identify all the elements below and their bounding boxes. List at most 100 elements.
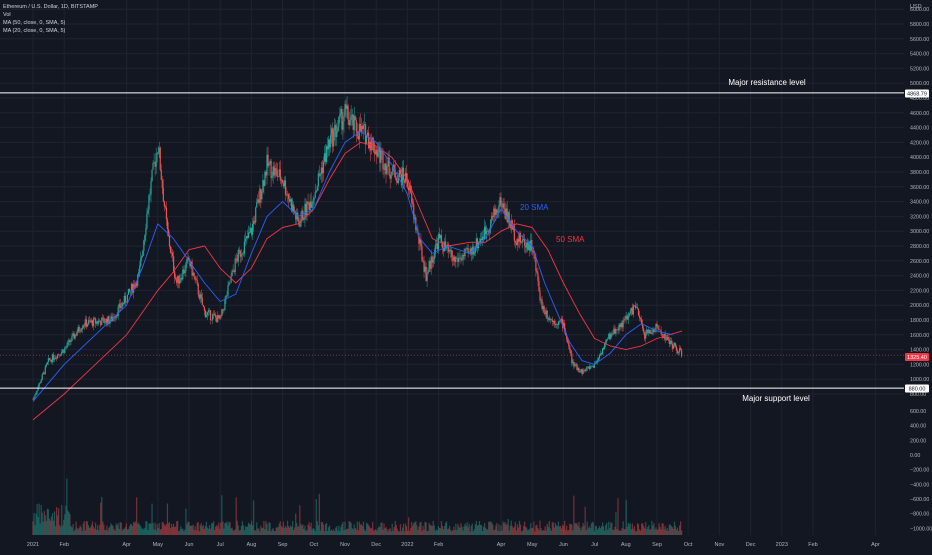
volume-bar <box>365 522 368 535</box>
candle-body <box>238 249 240 251</box>
volume-bar <box>420 521 422 535</box>
volume-bar <box>226 521 228 535</box>
volume-bar <box>544 526 546 535</box>
support-level-label: Major support level <box>742 394 810 403</box>
candle-body <box>377 152 379 157</box>
candle-body <box>310 201 312 208</box>
candle-body <box>338 116 340 127</box>
candle-body <box>248 232 251 234</box>
volume-bar <box>466 522 468 535</box>
candle-body <box>495 209 497 215</box>
candle-body <box>159 147 161 170</box>
volume-bar <box>592 522 594 535</box>
candle-body <box>593 363 595 368</box>
volume-bar <box>457 523 459 535</box>
volume-bar <box>309 526 311 535</box>
candle-body <box>375 149 377 155</box>
volume-bar <box>458 526 460 535</box>
candle-body <box>387 157 389 167</box>
volume-bar <box>91 521 94 535</box>
volume-bar <box>298 526 300 535</box>
candle-body <box>191 261 193 276</box>
candle-body <box>423 261 425 272</box>
candle-body <box>543 305 545 313</box>
candle-body <box>309 201 311 211</box>
candle-body <box>245 236 248 239</box>
candle-body <box>202 305 204 307</box>
volume-bar <box>444 522 447 535</box>
candle-body <box>104 322 106 324</box>
candle-body <box>541 299 543 310</box>
candle-body <box>363 124 366 126</box>
volume-bar <box>92 526 95 535</box>
candle-body <box>318 173 320 176</box>
sma50-line <box>32 141 683 421</box>
volume-bar <box>234 529 236 535</box>
volume-bar <box>556 526 559 535</box>
candle-body <box>260 188 262 200</box>
legend-ma50[interactable]: MA (50, close, 0, SMA, 5) <box>3 20 66 26</box>
volume-bar <box>130 524 133 535</box>
price-tick-label: 3200.00 <box>910 214 929 220</box>
volume-bar <box>526 527 528 535</box>
candle-body <box>366 132 369 136</box>
candle-body <box>494 208 496 215</box>
candle-body <box>210 319 213 321</box>
candle-body <box>467 248 469 253</box>
volume-bar <box>212 523 214 535</box>
volume-bar <box>560 528 563 535</box>
volume-bar <box>534 531 536 535</box>
volume-bar <box>64 514 66 535</box>
volume-bar <box>166 503 169 535</box>
candle-body <box>333 130 335 147</box>
candle-body <box>436 243 438 250</box>
price-tick-label: 800.00 <box>910 392 926 398</box>
volume-bar <box>671 527 673 535</box>
volume-bar <box>573 495 575 535</box>
candle-body <box>586 367 588 369</box>
volume-bar <box>335 527 337 535</box>
volume-bar <box>51 513 54 535</box>
price-tick-label: 1800.00 <box>910 318 929 324</box>
candle-body <box>181 278 183 280</box>
volume-bar <box>371 528 373 535</box>
time-tick-label: Oct <box>684 542 693 548</box>
volume-bar <box>644 528 646 535</box>
candle-body <box>229 282 231 284</box>
candle-body <box>382 152 384 170</box>
candle-body <box>547 318 549 319</box>
candle-body <box>348 119 350 126</box>
candle-body <box>556 324 559 326</box>
candle-body <box>573 361 575 367</box>
time-tick-label: Apr <box>497 542 506 548</box>
volume-bar <box>86 521 88 535</box>
candle-body <box>246 236 249 238</box>
legend-ma20[interactable]: MA (20, close, 0, SMA, 5) <box>3 28 66 34</box>
volume-bar <box>167 523 170 535</box>
candle-body <box>114 318 116 319</box>
candle-body <box>530 240 532 251</box>
candle-body <box>61 351 63 355</box>
candle-body <box>110 316 112 321</box>
volume-bar <box>291 526 293 535</box>
legend-volume[interactable]: Vol <box>3 12 11 18</box>
volume-bar <box>46 508 48 535</box>
volume-bar <box>340 526 342 535</box>
volume-bar <box>377 528 379 535</box>
candle-body <box>656 323 658 327</box>
volume-bar <box>254 530 256 535</box>
candle-body <box>463 254 465 257</box>
candle-body <box>80 329 82 332</box>
volume-bar <box>184 529 186 535</box>
volume-bar <box>555 525 558 535</box>
candle-body <box>507 212 509 223</box>
legend-symbol[interactable]: Ethereum / U.S. Dollar, 1D, BITSTAMP <box>3 4 98 10</box>
candle-body <box>233 270 235 273</box>
candle-body <box>420 239 422 247</box>
volume-bar <box>301 525 303 535</box>
candle-body <box>676 350 679 353</box>
volume-bar <box>105 530 107 535</box>
volume-bar <box>192 524 194 535</box>
